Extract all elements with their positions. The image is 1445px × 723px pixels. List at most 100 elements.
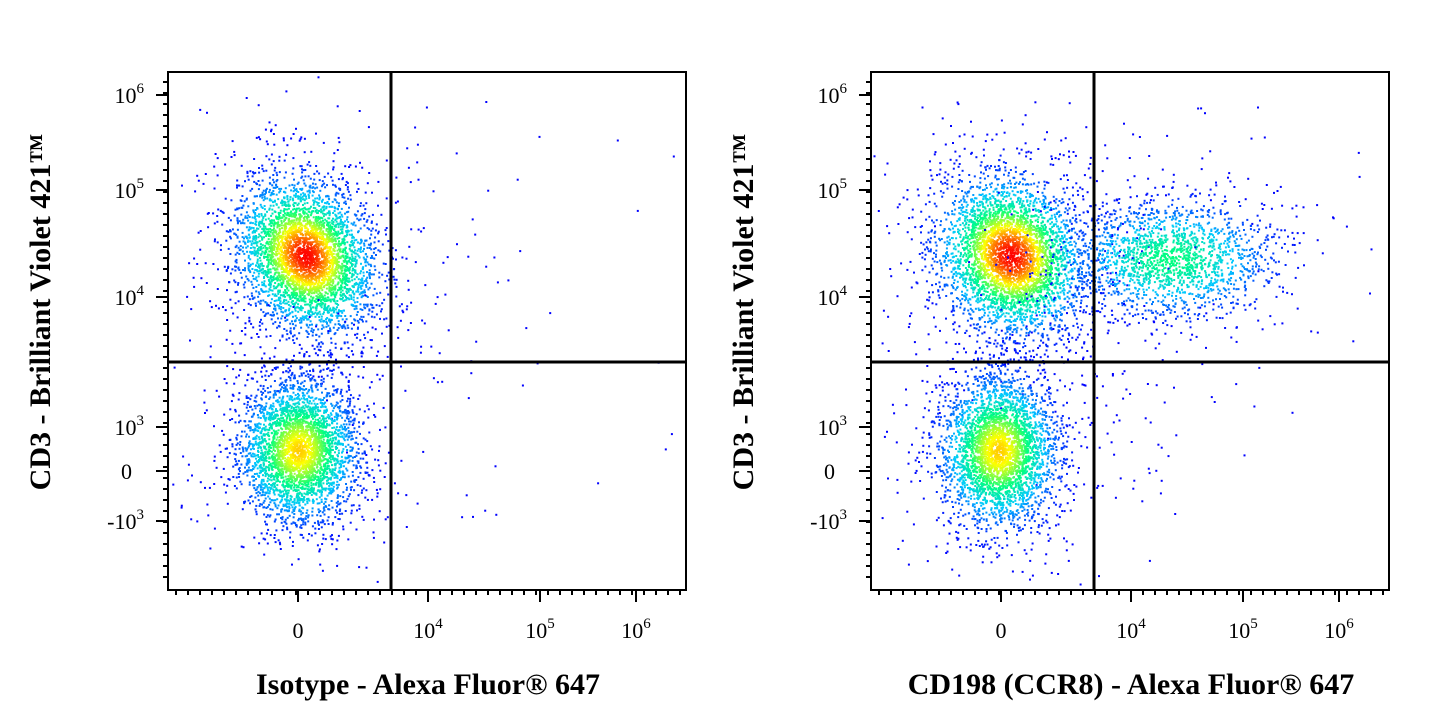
event-dot (338, 323, 341, 326)
event-dot (348, 260, 351, 263)
event-dot (234, 302, 237, 305)
event-dot (359, 281, 362, 284)
event-dot (346, 415, 349, 418)
event-dot (346, 241, 349, 244)
event-dot (314, 315, 317, 318)
event-dot (234, 269, 237, 272)
event-dot (312, 288, 315, 291)
event-dot (321, 267, 324, 270)
event-dot (365, 320, 368, 323)
event-dot (295, 127, 297, 130)
event-dot (286, 198, 289, 201)
event-dot (339, 220, 342, 223)
event-dot (368, 309, 371, 312)
event-dot (344, 247, 347, 250)
event-dot (227, 230, 230, 233)
event-dot (318, 319, 321, 322)
event-dot (254, 223, 257, 225)
event-dot (290, 247, 293, 250)
event-dot (366, 305, 369, 308)
event-dot (321, 249, 324, 252)
event-dot (310, 257, 313, 260)
event-dot (280, 187, 283, 190)
event-dot (335, 243, 338, 246)
event-dot (392, 268, 395, 271)
event-dot (270, 298, 273, 301)
event-dot (261, 244, 264, 247)
event-dot (286, 204, 289, 207)
event-dot (270, 255, 273, 258)
event-dot (339, 392, 342, 395)
event-dot (291, 430, 294, 432)
event-dot (320, 498, 323, 501)
event-dot (347, 326, 350, 329)
event-dot (318, 235, 321, 238)
event-dot (326, 194, 329, 197)
event-dot (274, 293, 277, 296)
event-dot (315, 430, 318, 433)
event-dot (368, 269, 371, 272)
event-dot (292, 226, 295, 229)
event-dot (319, 300, 322, 303)
event-dot (350, 222, 353, 225)
event-dot (319, 281, 322, 284)
event-dot (350, 241, 353, 244)
event-dot (318, 316, 321, 318)
event-dot (334, 219, 337, 221)
event-dot (289, 235, 292, 238)
event-dot (299, 198, 302, 200)
event-dot (298, 247, 301, 250)
event-dot (249, 170, 252, 173)
event-dot (319, 320, 322, 323)
event-dot (263, 236, 265, 239)
event-dot (290, 332, 292, 335)
event-dot (289, 494, 292, 497)
event-dot (291, 281, 294, 284)
event-dot (329, 269, 332, 272)
event-dot (325, 207, 328, 210)
event-dot (332, 166, 335, 169)
event-dot (347, 197, 350, 200)
event-dot (314, 267, 317, 270)
event-dot (248, 298, 251, 301)
event-dot (271, 222, 274, 225)
event-dot (319, 294, 321, 297)
event-dot (307, 444, 310, 447)
event-dot (262, 299, 265, 302)
event-dot (366, 261, 369, 264)
event-dot (236, 217, 239, 220)
event-dot (339, 291, 342, 294)
event-dot (347, 190, 350, 193)
event-dot (417, 228, 420, 231)
event-dot (346, 255, 349, 258)
event-dot (322, 215, 325, 218)
event-dot (333, 244, 336, 247)
event-dot (347, 405, 350, 408)
event-dot (299, 215, 302, 218)
event-dot (242, 218, 245, 221)
event-dot (271, 245, 274, 248)
event-dot (341, 178, 344, 181)
event-dot (288, 184, 291, 187)
event-dot (315, 290, 318, 293)
event-dot (275, 408, 277, 411)
event-dot (298, 209, 301, 212)
event-dot (438, 352, 441, 355)
event-dot (317, 210, 320, 212)
event-dot (303, 353, 306, 356)
event-dot (337, 503, 340, 506)
event-dot (260, 214, 263, 217)
event-dot (329, 349, 332, 352)
event-dot (363, 217, 366, 220)
event-dot (330, 413, 333, 416)
event-dot (319, 274, 322, 277)
event-dot (314, 218, 317, 221)
event-dot (229, 235, 232, 238)
event-dot (294, 270, 297, 272)
event-dot (278, 248, 281, 250)
event-dot (311, 228, 314, 231)
event-dot (298, 230, 300, 233)
event-dot (365, 295, 368, 297)
event-dot (332, 160, 335, 163)
event-dot (292, 243, 295, 246)
